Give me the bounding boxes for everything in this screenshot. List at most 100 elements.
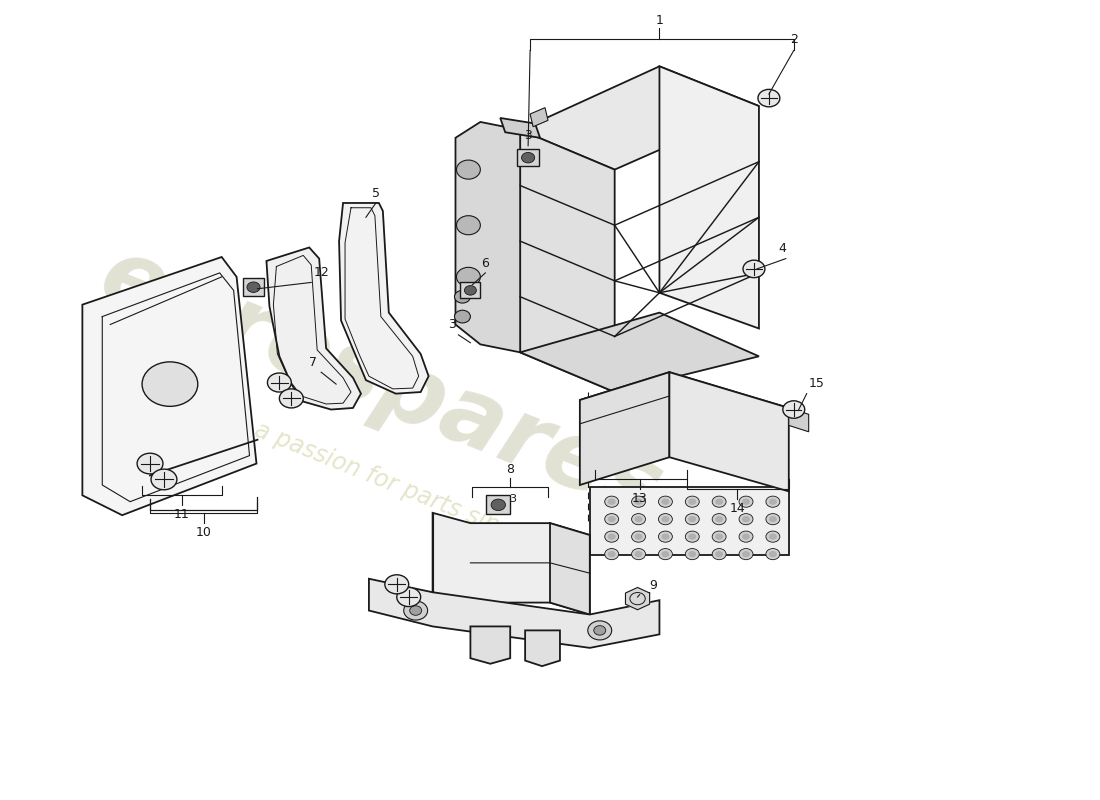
- Circle shape: [607, 551, 616, 558]
- Circle shape: [769, 551, 777, 558]
- Text: 10: 10: [196, 526, 211, 539]
- Text: eurospares: eurospares: [87, 230, 675, 538]
- Circle shape: [689, 516, 696, 522]
- Circle shape: [742, 260, 764, 278]
- Bar: [243, 278, 264, 296]
- Polygon shape: [455, 122, 520, 352]
- Circle shape: [635, 551, 642, 558]
- Circle shape: [742, 551, 750, 558]
- Circle shape: [246, 282, 260, 293]
- Text: 2: 2: [790, 34, 798, 46]
- Circle shape: [659, 514, 672, 525]
- Circle shape: [689, 534, 696, 540]
- Circle shape: [454, 310, 471, 323]
- Polygon shape: [471, 626, 510, 664]
- Polygon shape: [266, 247, 361, 410]
- Circle shape: [685, 549, 700, 560]
- Circle shape: [689, 551, 696, 558]
- Text: 4: 4: [778, 242, 785, 254]
- Text: 7: 7: [309, 356, 317, 369]
- Circle shape: [712, 531, 726, 542]
- Polygon shape: [530, 108, 548, 126]
- Circle shape: [605, 514, 618, 525]
- Circle shape: [715, 534, 723, 540]
- Circle shape: [594, 626, 606, 635]
- Circle shape: [769, 534, 777, 540]
- Circle shape: [456, 216, 481, 234]
- Circle shape: [397, 587, 420, 606]
- Circle shape: [712, 514, 726, 525]
- Bar: [461, 282, 481, 298]
- Circle shape: [715, 516, 723, 522]
- Circle shape: [631, 514, 646, 525]
- Circle shape: [783, 401, 805, 418]
- Text: 13: 13: [631, 492, 648, 505]
- Polygon shape: [670, 372, 789, 491]
- Polygon shape: [580, 372, 670, 485]
- Circle shape: [685, 496, 700, 507]
- Text: 1: 1: [656, 14, 663, 26]
- Circle shape: [715, 498, 723, 505]
- Circle shape: [607, 534, 616, 540]
- Circle shape: [142, 362, 198, 406]
- Circle shape: [689, 498, 696, 505]
- Text: 12: 12: [314, 266, 329, 279]
- Circle shape: [685, 531, 700, 542]
- Text: 8: 8: [506, 463, 514, 476]
- Circle shape: [605, 549, 618, 560]
- Circle shape: [739, 549, 754, 560]
- Bar: [517, 149, 539, 166]
- Text: 14: 14: [729, 502, 745, 515]
- Circle shape: [491, 499, 505, 510]
- Polygon shape: [659, 66, 759, 329]
- Polygon shape: [368, 578, 659, 648]
- Circle shape: [661, 516, 670, 522]
- Circle shape: [587, 621, 612, 640]
- Circle shape: [659, 496, 672, 507]
- Circle shape: [661, 534, 670, 540]
- Circle shape: [661, 498, 670, 505]
- Circle shape: [635, 534, 642, 540]
- Circle shape: [766, 496, 780, 507]
- Polygon shape: [789, 408, 808, 432]
- Polygon shape: [339, 203, 429, 394]
- Circle shape: [138, 454, 163, 474]
- Circle shape: [631, 496, 646, 507]
- Circle shape: [279, 389, 304, 408]
- Circle shape: [404, 601, 428, 620]
- Polygon shape: [520, 313, 759, 392]
- Text: 5: 5: [372, 186, 379, 200]
- Polygon shape: [626, 587, 650, 610]
- Circle shape: [151, 469, 177, 490]
- Text: 9: 9: [649, 579, 658, 592]
- Circle shape: [712, 496, 726, 507]
- Circle shape: [742, 516, 750, 522]
- Text: 3: 3: [449, 318, 456, 331]
- Text: 3: 3: [525, 129, 532, 142]
- Text: a passion for parts since 1985: a passion for parts since 1985: [251, 418, 591, 574]
- Circle shape: [456, 267, 481, 286]
- Bar: [486, 495, 510, 514]
- Polygon shape: [580, 372, 789, 436]
- Circle shape: [659, 531, 672, 542]
- Circle shape: [659, 549, 672, 560]
- Circle shape: [605, 531, 618, 542]
- Circle shape: [607, 498, 616, 505]
- Circle shape: [635, 516, 642, 522]
- Circle shape: [385, 574, 409, 594]
- Polygon shape: [432, 513, 590, 614]
- Circle shape: [631, 549, 646, 560]
- Text: 6: 6: [482, 257, 490, 270]
- Circle shape: [769, 516, 777, 522]
- Circle shape: [715, 551, 723, 558]
- Circle shape: [685, 514, 700, 525]
- Circle shape: [758, 90, 780, 107]
- Polygon shape: [550, 523, 590, 614]
- Circle shape: [631, 531, 646, 542]
- Circle shape: [739, 531, 754, 542]
- Polygon shape: [520, 66, 759, 170]
- Circle shape: [766, 514, 780, 525]
- Circle shape: [661, 551, 670, 558]
- Circle shape: [742, 498, 750, 505]
- Polygon shape: [590, 487, 789, 555]
